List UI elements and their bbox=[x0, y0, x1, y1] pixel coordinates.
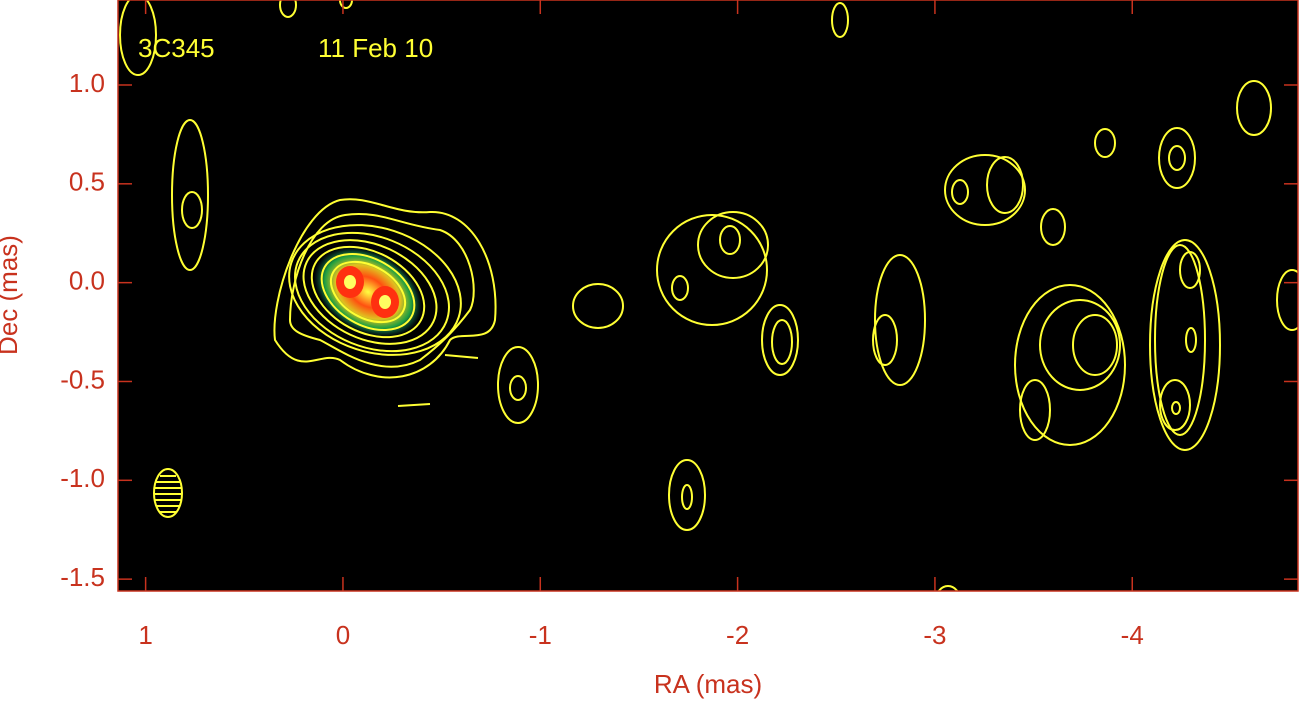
core-peak bbox=[344, 275, 356, 289]
y-tick-label: -1.5 bbox=[60, 562, 105, 592]
core-peak bbox=[379, 295, 391, 309]
x-tick-label: -4 bbox=[1121, 620, 1144, 650]
y-tick-label: 0.0 bbox=[69, 266, 105, 296]
x-axis-label: RA (mas) bbox=[654, 669, 762, 699]
contour-lines bbox=[119, 0, 1298, 591]
y-tick-label: 1.0 bbox=[69, 68, 105, 98]
x-tick-label: 1 bbox=[138, 620, 152, 650]
x-tick-label: -1 bbox=[529, 620, 552, 650]
source-label: 3C345 bbox=[138, 33, 215, 63]
plot-area bbox=[118, 0, 1298, 591]
x-tick-label: -2 bbox=[726, 620, 749, 650]
x-tick-label: 0 bbox=[336, 620, 350, 650]
y-axis-label: Dec (mas) bbox=[0, 235, 23, 355]
y-tick-label: -0.5 bbox=[60, 364, 105, 394]
x-tick-label: -3 bbox=[923, 620, 946, 650]
y-tick-label: -1.0 bbox=[60, 463, 105, 493]
y-tick-label: 0.5 bbox=[69, 167, 105, 197]
axes: 1 0 -1 -2 -3 -4 1.0 0.5 0.0 -0.5 -1.0 -1.5 bbox=[60, 0, 1298, 650]
date-label: 11 Feb 10 bbox=[318, 33, 433, 63]
contours bbox=[119, 0, 1298, 591]
plot-frame bbox=[117, 0, 1299, 592]
